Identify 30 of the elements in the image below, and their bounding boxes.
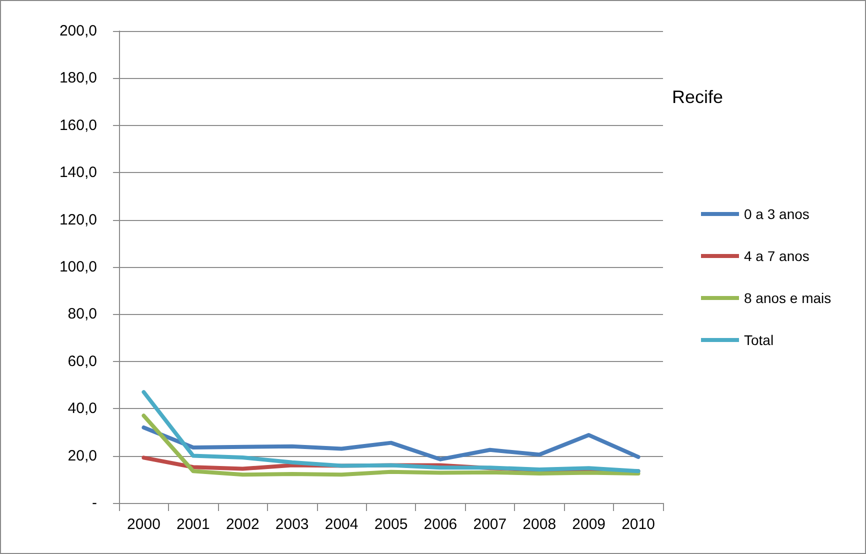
legend-label: Total [744,332,774,348]
x-tick-label: 2005 [374,516,408,533]
legend-label: 0 a 3 anos [744,206,810,222]
x-tick-label: 2001 [176,516,210,533]
x-tick-label: 2006 [424,516,458,533]
y-tick-label: 180,0 [59,70,97,87]
x-tick-label: 2000 [127,516,160,533]
y-tick-label: 20,0 [68,447,97,464]
line-series [142,414,640,477]
y-tick-label: 140,0 [59,164,97,182]
y-tick-label: 200,0 [59,22,97,40]
y-tick-label: 160,0 [59,116,97,134]
legend-label: 8 anos e mais [744,290,832,306]
y-tick-label: 60,0 [68,352,97,370]
y-tick-label: 100,0 [59,258,97,276]
y-tick-label: 80,0 [68,306,97,323]
text: Recife [672,87,724,107]
x-tick-label: 2002 [226,516,260,533]
y-tick-label: 120,0 [59,211,97,228]
x-tick-label: 2007 [473,516,507,533]
legend-label: 4 a 7 anos [744,248,810,264]
line-series [142,425,640,462]
x-tick-label: 2008 [522,516,556,533]
x-tick-label: 2004 [324,516,358,533]
line-series [142,390,640,474]
x-tick-label: 2009 [572,516,606,533]
x-tick-label: 2003 [275,516,309,533]
x-tick-label: 2010 [622,516,655,533]
y-tick-label: 40,0 [68,400,97,418]
y-tick-label: - [92,494,97,512]
